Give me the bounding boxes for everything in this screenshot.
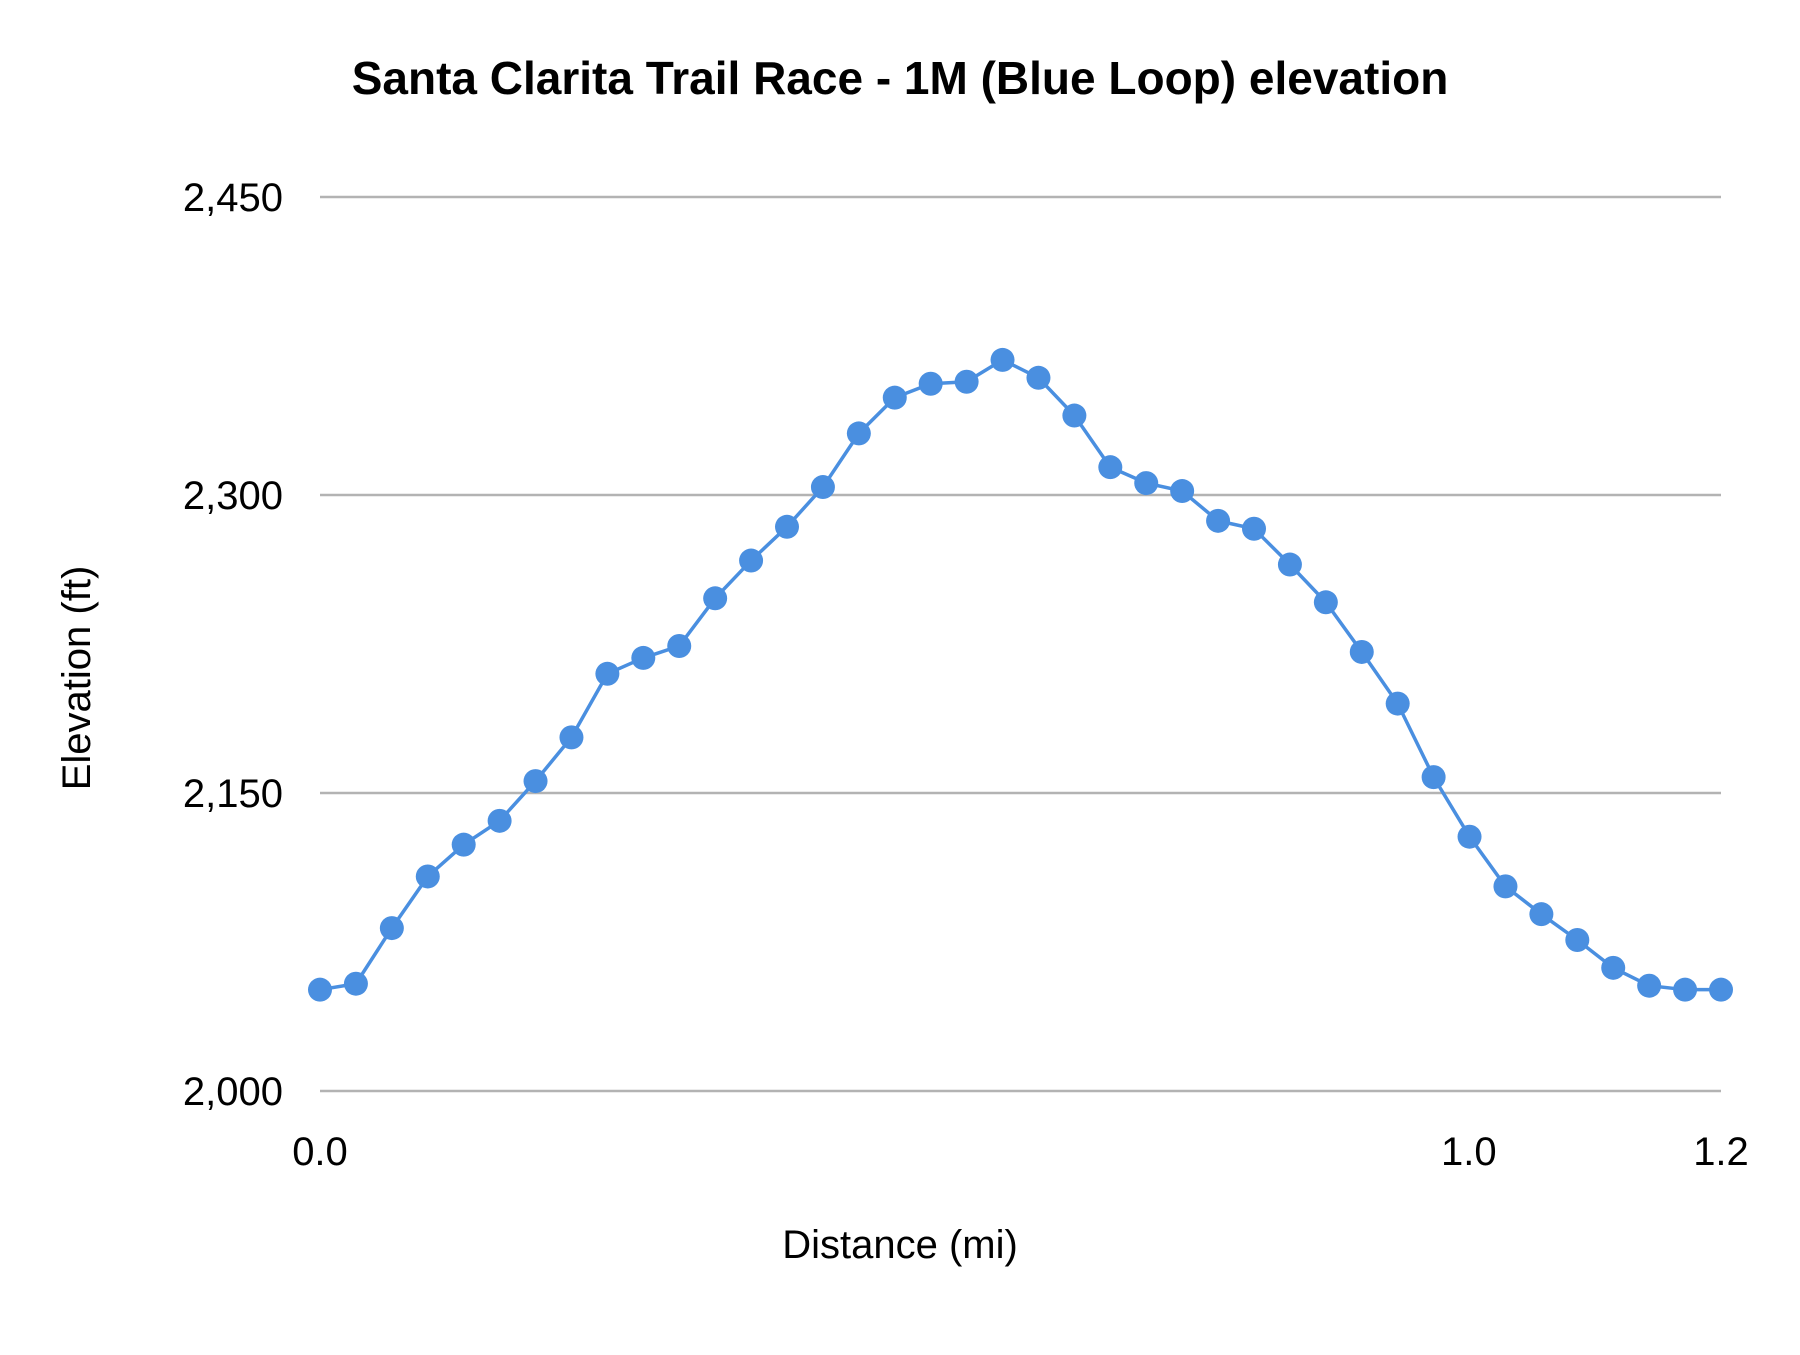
gridlines [320, 195, 1721, 1093]
y-axis-label: Elevation (ft) [55, 566, 99, 791]
x-axis-label: Distance (mi) [782, 1223, 1018, 1267]
y-axis-ticks: 2,000 2,150 2,300 2,450 [183, 176, 283, 1114]
data-point [1170, 479, 1195, 504]
chart-title: Santa Clarita Trail Race - 1M (Blue Loop… [352, 52, 1449, 104]
data-point [882, 385, 907, 410]
data-point [810, 475, 835, 500]
data-point [559, 725, 584, 750]
data-point [739, 548, 764, 573]
data-point [1134, 471, 1159, 496]
data-point [990, 347, 1015, 372]
data-point [918, 371, 943, 396]
data-point [1637, 973, 1662, 998]
data-point [1457, 824, 1482, 849]
series-line [319, 357, 1721, 992]
data-point [1098, 455, 1123, 480]
data-point [415, 864, 440, 889]
data-point [1062, 403, 1087, 428]
data-point [703, 586, 728, 611]
data-point [631, 645, 656, 670]
data-point [523, 769, 548, 794]
data-point [1026, 365, 1051, 390]
x-tick-label: 1.2 [1693, 1130, 1749, 1174]
y-tick-label: 2,300 [183, 474, 283, 518]
data-point [451, 832, 476, 857]
data-point [1565, 928, 1590, 953]
data-point [1349, 639, 1374, 664]
data-point [1673, 977, 1698, 1002]
data-point [1242, 516, 1266, 541]
data-point [1313, 590, 1338, 615]
x-tick-label: 0.0 [292, 1130, 348, 1174]
data-point [1421, 765, 1446, 790]
data-point [308, 977, 332, 1002]
data-point [595, 661, 620, 686]
data-point [343, 971, 368, 996]
data-point [1206, 508, 1231, 533]
series-elevation [308, 347, 1733, 1002]
y-tick-label: 2,150 [183, 772, 283, 816]
data-point [1277, 552, 1302, 577]
data-point [1493, 874, 1518, 899]
data-point [1529, 902, 1554, 927]
data-point [846, 421, 871, 446]
data-point [487, 808, 512, 833]
data-point [379, 916, 404, 941]
data-point [954, 369, 979, 394]
data-point [1385, 691, 1410, 716]
data-point [775, 514, 799, 539]
y-tick-label: 2,450 [183, 176, 283, 220]
x-axis-ticks: 0.0 1.0 1.2 [292, 1130, 1749, 1174]
data-point [667, 633, 692, 658]
data-point [1709, 977, 1733, 1002]
x-tick-label: 1.0 [1441, 1130, 1497, 1174]
data-point [1601, 955, 1626, 980]
y-tick-label: 2,000 [183, 1070, 283, 1114]
